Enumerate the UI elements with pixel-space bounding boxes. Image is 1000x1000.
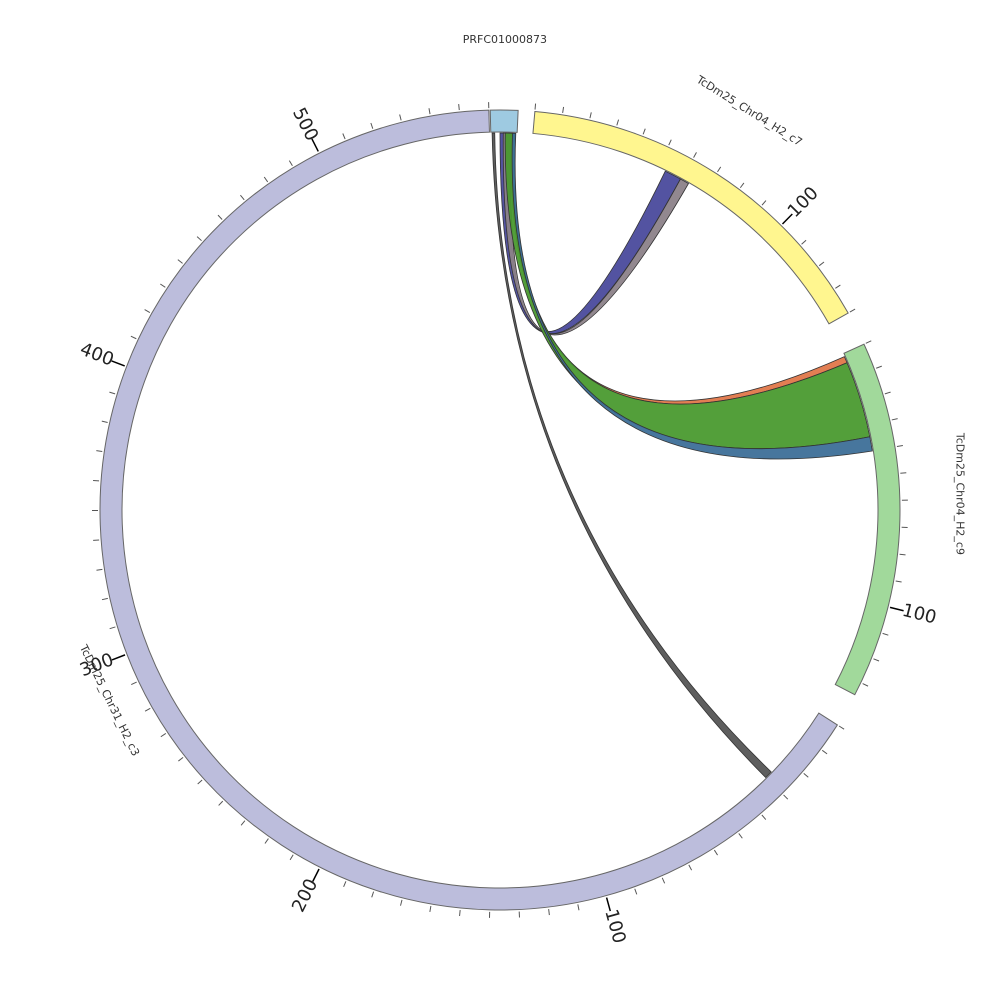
major-tick: [605, 897, 612, 912]
minor-tick: [717, 166, 722, 173]
minor-tick: [428, 108, 431, 115]
minor-tick: [838, 725, 845, 730]
minor-tick: [101, 420, 108, 423]
segment-label: TcDm25_Chr04_H2_c7: [693, 73, 804, 149]
segment-label: TcDm25_Chr04_H2_c9: [954, 432, 967, 555]
minor-tick: [160, 732, 167, 738]
minor-tick: [96, 568, 103, 571]
minor-tick: [240, 820, 246, 826]
segment-TcDm25_Chr04_H2_c7: [532, 110, 849, 325]
minor-tick: [884, 391, 891, 395]
minor-tick: [761, 200, 767, 206]
minor-tick: [399, 114, 402, 121]
link-ribbon: [491, 132, 772, 779]
minor-tick: [900, 472, 907, 474]
minor-tick: [263, 176, 269, 183]
minor-tick: [131, 681, 137, 686]
minor-tick: [178, 756, 184, 762]
tick-label: 400: [77, 339, 117, 371]
minor-tick: [896, 445, 903, 447]
minor-tick: [109, 626, 116, 630]
minor-tick: [218, 800, 224, 806]
minor-tick: [882, 632, 889, 636]
minor-tick: [895, 580, 902, 583]
minor-tick: [891, 418, 898, 421]
minor-tick: [217, 214, 223, 220]
minor-tick: [818, 261, 825, 267]
minor-tick: [109, 391, 116, 395]
minor-tick: [803, 772, 809, 778]
minor-tick: [738, 833, 743, 839]
segment-TcDm25_Chr04_H2_c9: [834, 343, 901, 696]
link-ribbon: [511, 132, 873, 460]
minor-tick: [130, 335, 137, 340]
major-tick: [781, 213, 793, 225]
minor-tick: [548, 908, 550, 916]
minor-tick: [589, 112, 592, 119]
tick-label: 100: [600, 907, 629, 946]
segments-layer: [99, 109, 901, 911]
minor-tick: [196, 236, 202, 242]
minor-tick: [713, 849, 718, 856]
minor-tick: [343, 881, 347, 888]
major-tick: [111, 360, 125, 367]
minor-tick: [429, 905, 432, 913]
minor-tick: [459, 909, 461, 917]
major-tick: [111, 654, 126, 661]
minor-tick: [400, 899, 403, 906]
links-layer: [491, 132, 873, 779]
minor-tick: [688, 864, 693, 871]
minor-tick: [761, 814, 767, 820]
minor-tick: [562, 106, 565, 113]
minor-tick: [873, 658, 880, 662]
segment-PRFC01000873: [489, 109, 519, 133]
minor-tick: [160, 283, 166, 288]
minor-tick: [862, 683, 869, 687]
minor-tick: [177, 259, 183, 264]
minor-tick: [240, 194, 245, 201]
minor-tick: [821, 749, 828, 755]
ticks-layer: [91, 102, 908, 918]
major-tick: [312, 868, 320, 882]
minor-tick: [144, 707, 151, 712]
minor-tick: [865, 340, 872, 344]
minor-tick: [577, 904, 580, 911]
minor-tick: [288, 160, 293, 166]
minor-tick: [371, 891, 375, 898]
segment-TcDm25_Chr31_H2_c3: [99, 109, 839, 911]
major-tick: [311, 138, 319, 152]
minor-tick: [342, 133, 346, 140]
major-tick: [889, 606, 904, 612]
tick-label: 200: [288, 875, 322, 915]
labels-layer: 100100100200300400500PRFC01000873TcDm25_…: [76, 33, 966, 946]
minor-tick: [101, 597, 108, 601]
minor-tick: [458, 104, 460, 111]
minor-tick: [849, 308, 856, 313]
minor-tick: [693, 152, 697, 158]
minor-tick: [642, 128, 646, 135]
minor-tick: [197, 779, 203, 785]
minor-tick: [264, 838, 269, 844]
minor-tick: [661, 877, 666, 884]
minor-tick: [534, 103, 537, 110]
minor-tick: [801, 239, 807, 245]
tick-label: 500: [288, 104, 322, 144]
minor-tick: [144, 309, 151, 313]
minor-tick: [634, 888, 638, 895]
minor-tick: [876, 365, 882, 369]
minor-tick: [783, 794, 789, 800]
minor-tick: [96, 450, 103, 453]
minor-tick: [899, 553, 906, 556]
segment-label: PRFC01000873: [463, 33, 547, 46]
minor-tick: [835, 284, 841, 289]
minor-tick: [739, 182, 745, 189]
minor-tick: [289, 854, 294, 861]
tick-label: 100: [900, 600, 938, 629]
minor-tick: [370, 122, 374, 129]
minor-tick: [616, 119, 620, 126]
minor-tick: [668, 139, 672, 146]
